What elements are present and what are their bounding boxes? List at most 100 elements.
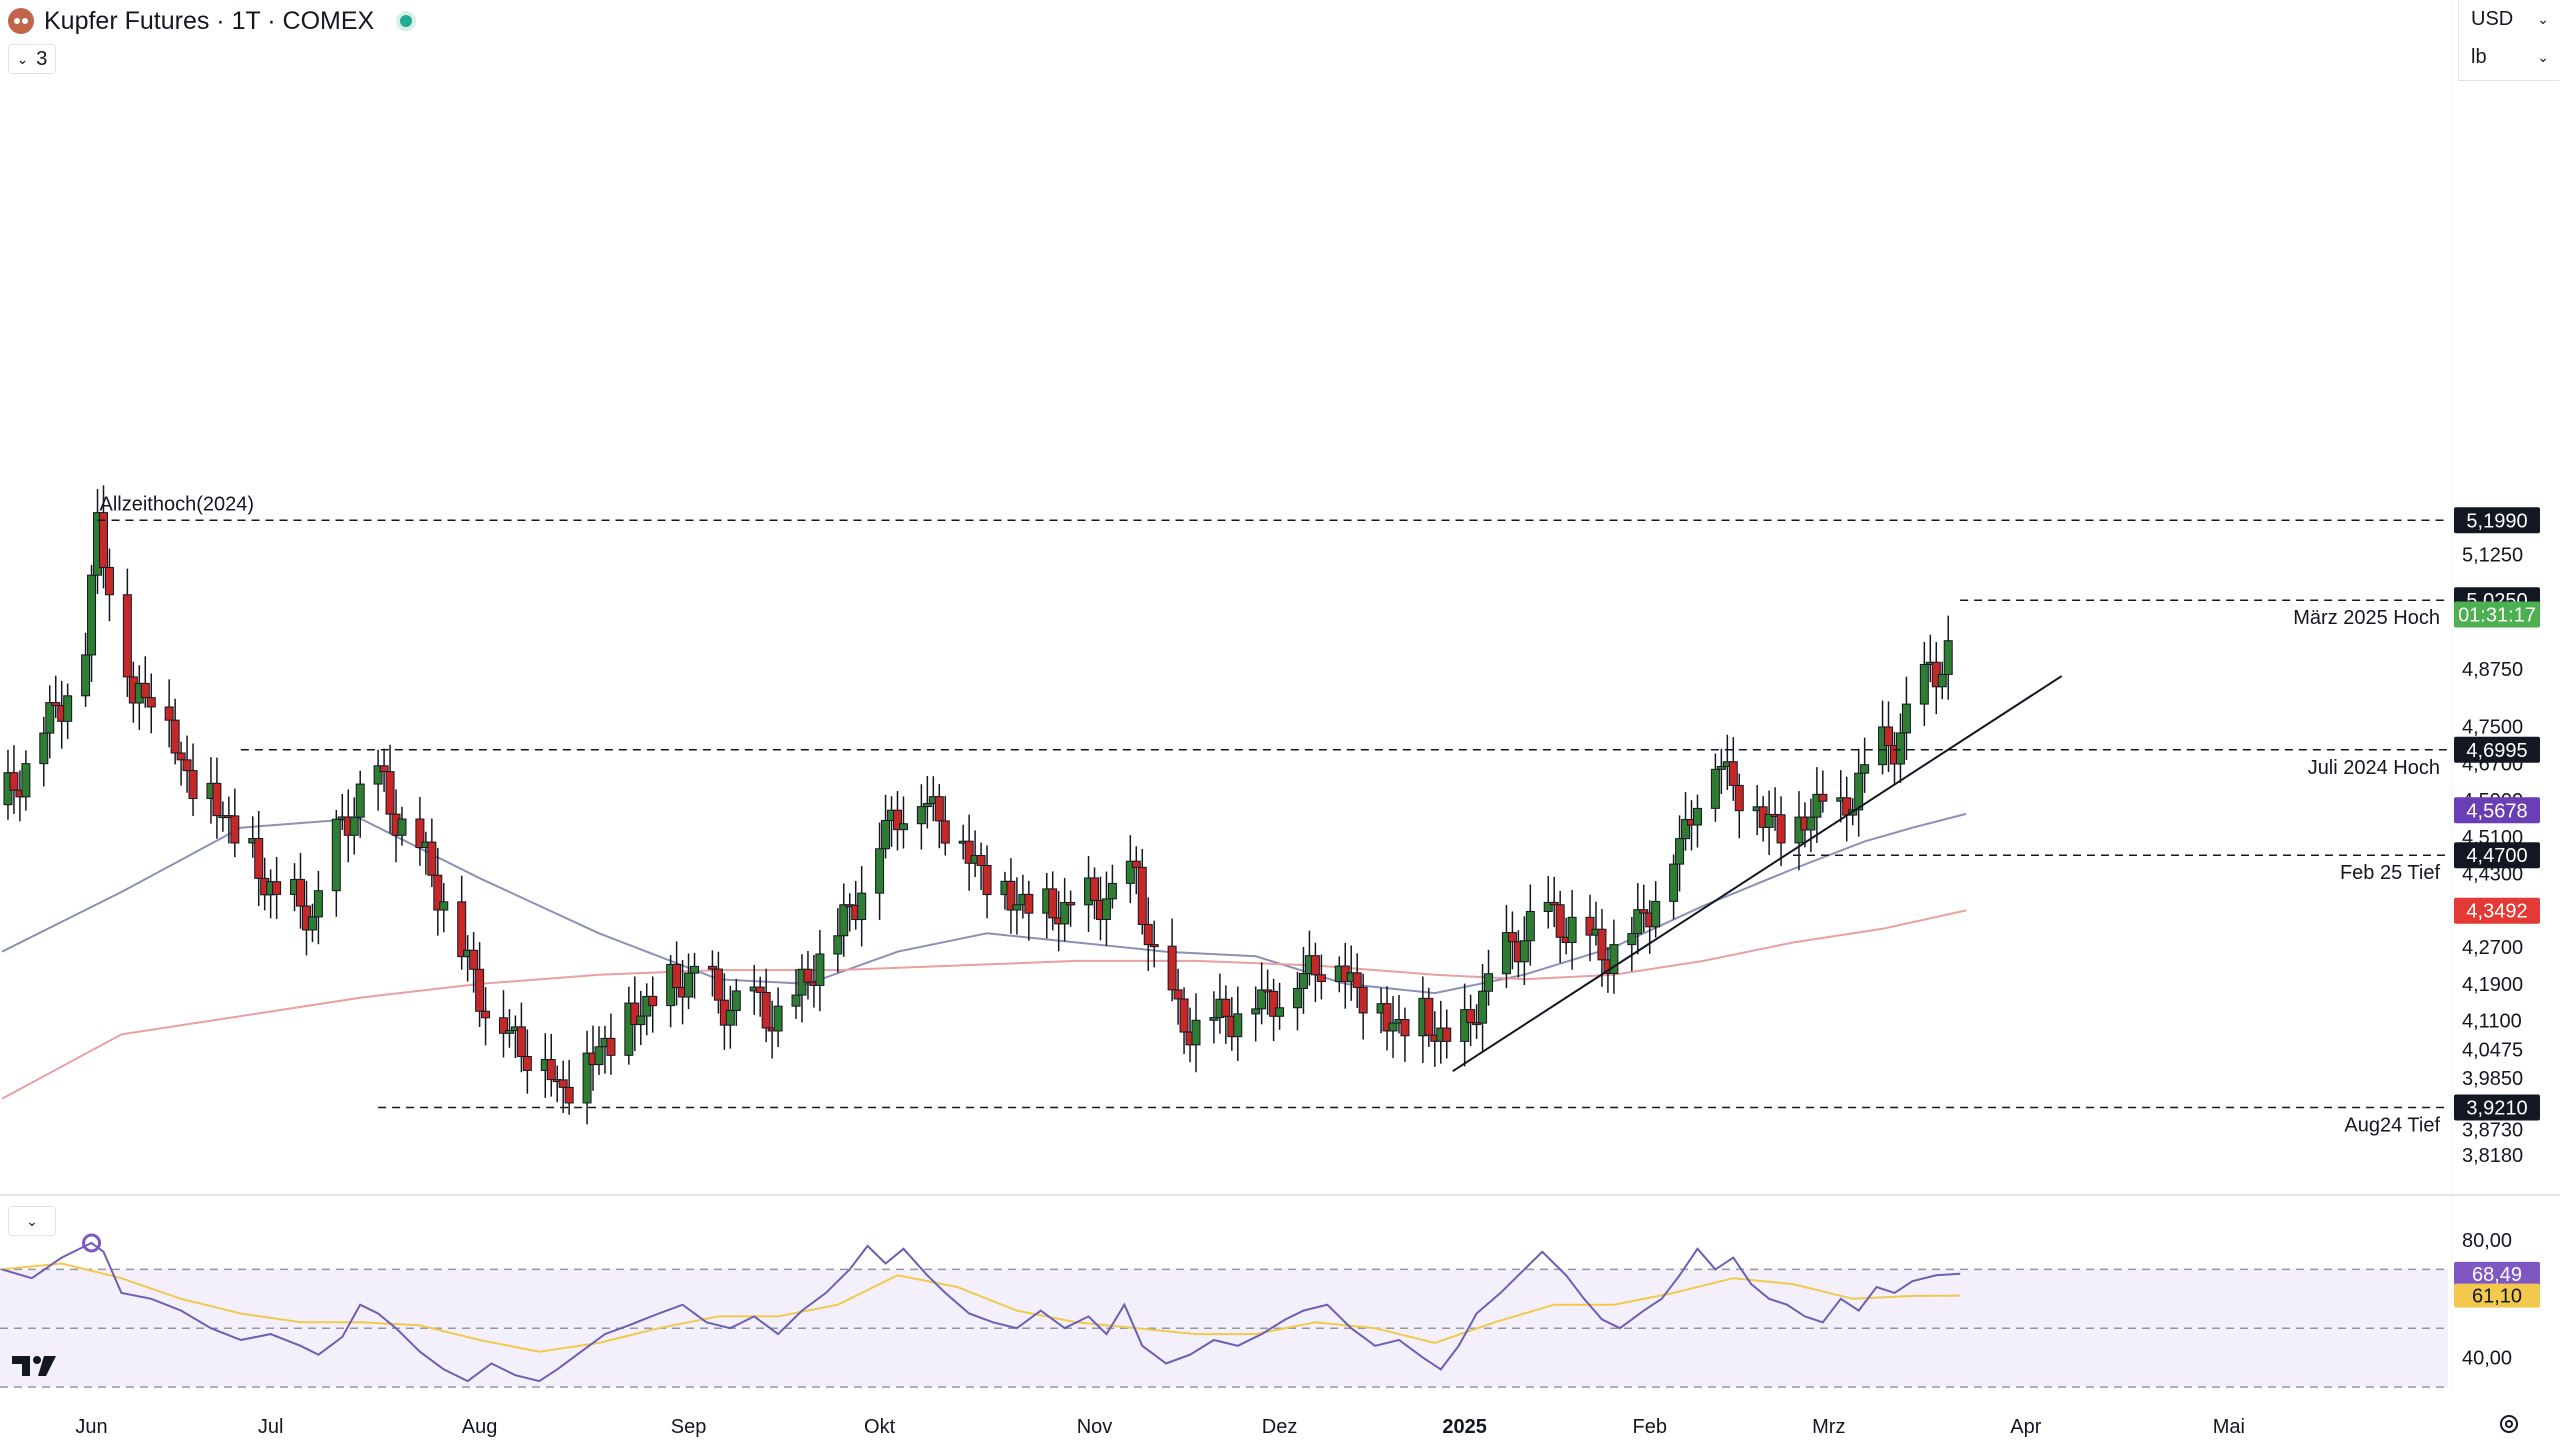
candle-body [1919, 663, 1929, 705]
candle-body [1442, 1027, 1452, 1042]
candle-body [630, 1002, 640, 1026]
candle [522, 1029, 532, 1094]
candle [881, 794, 891, 859]
candle [875, 822, 885, 920]
candle [1143, 897, 1153, 971]
candle [504, 1009, 514, 1048]
candle [349, 797, 359, 855]
candle [1442, 1009, 1452, 1059]
candle [982, 845, 992, 919]
symbol-title[interactable]: Kupfer Futures · 1T · COMEX [44, 6, 375, 35]
rsi-ma-value-label: 61,10 [2472, 1286, 2522, 1308]
candle [1221, 985, 1231, 1044]
candle-body [1627, 933, 1637, 946]
candle-body [188, 770, 198, 800]
time-tick-label: 2025 [1442, 1416, 1487, 1438]
candle-body [839, 904, 849, 937]
candle-body [427, 841, 437, 876]
candle [761, 968, 771, 1043]
candle-body [815, 953, 825, 986]
candle [1501, 905, 1511, 989]
price-tick-label: 3,9850 [2462, 1068, 2523, 1090]
indicator-collapse-button[interactable]: ⌄ 3 [8, 44, 56, 74]
candle-body [1024, 893, 1034, 914]
candle [1388, 996, 1398, 1058]
currency-selector[interactable]: USD ⌄ [2459, 0, 2559, 38]
candle-body [1298, 973, 1308, 989]
candle-body [1525, 910, 1535, 942]
candle [1090, 867, 1100, 920]
candle-body [606, 1037, 616, 1056]
settings-gear-icon[interactable] [2496, 1411, 2522, 1437]
candle [1585, 894, 1595, 962]
candle [331, 809, 341, 917]
candle [1298, 946, 1308, 1014]
candle [1472, 1004, 1482, 1039]
candle-body [1884, 726, 1894, 747]
price-tag [2454, 601, 2540, 628]
chevron-down-icon: ⌄ [26, 1212, 38, 1229]
candle [898, 796, 908, 849]
rsi-value-label: 68,49 [2472, 1264, 2522, 1286]
candle [104, 548, 114, 622]
price-tick-label: 3,8730 [2462, 1120, 2523, 1142]
candle-body [1257, 989, 1267, 1010]
candle [1400, 1007, 1410, 1062]
candle-body [1233, 1013, 1243, 1038]
candle-body [1179, 998, 1189, 1033]
candle-body [1107, 882, 1117, 900]
candle-body [1806, 816, 1816, 831]
candle-body [1567, 916, 1577, 943]
candle-body [636, 1015, 646, 1026]
candle [212, 757, 222, 839]
price-tag-label: 01:31:17 [2458, 604, 2536, 626]
candle-body [81, 654, 91, 697]
candle [713, 951, 723, 1014]
candle-body [1501, 932, 1511, 975]
price-tag-label: 5,1990 [2466, 510, 2527, 532]
candle [1842, 776, 1852, 842]
candle [1257, 962, 1267, 1025]
candle [439, 882, 449, 933]
candle [1818, 770, 1828, 813]
candle-body [1651, 900, 1661, 928]
candle [642, 983, 652, 1036]
candle-body [725, 1009, 735, 1026]
candle-body [439, 901, 449, 911]
candle [1764, 790, 1774, 855]
candle-body [1143, 923, 1153, 946]
candle-body [564, 1086, 574, 1104]
time-tick-label: Feb [1632, 1416, 1666, 1438]
candle [1507, 911, 1517, 970]
candle [146, 673, 156, 734]
candle [498, 990, 508, 1058]
candle [188, 743, 198, 816]
time-tick-label: Sep [671, 1416, 707, 1438]
candle-body [87, 574, 97, 656]
candle-body [1895, 732, 1905, 765]
candle-body [1382, 1003, 1392, 1032]
time-tick-label: Okt [864, 1416, 896, 1438]
candle-body [672, 963, 682, 988]
candle [1233, 986, 1243, 1062]
candle-body [761, 991, 771, 1029]
candle-body [1818, 793, 1828, 802]
candle [893, 791, 902, 851]
candle [1269, 978, 1279, 1041]
candle [1179, 987, 1189, 1055]
rsi-collapse-button[interactable]: ⌄ [8, 1206, 56, 1236]
candle-body [140, 682, 150, 699]
candle [1191, 993, 1201, 1073]
candle-body [1137, 866, 1147, 925]
tradingview-logo-icon[interactable] [10, 1352, 60, 1380]
currency-label: USD [2471, 7, 2514, 30]
candle-body [1251, 1008, 1261, 1015]
chevron-down-icon: ⌄ [2537, 48, 2549, 65]
candle [1519, 916, 1529, 986]
candle [140, 656, 150, 708]
candle-body [516, 1026, 526, 1057]
candle-body [146, 697, 156, 708]
candle [415, 796, 425, 866]
unit-selector[interactable]: lb ⌄ [2459, 38, 2559, 76]
